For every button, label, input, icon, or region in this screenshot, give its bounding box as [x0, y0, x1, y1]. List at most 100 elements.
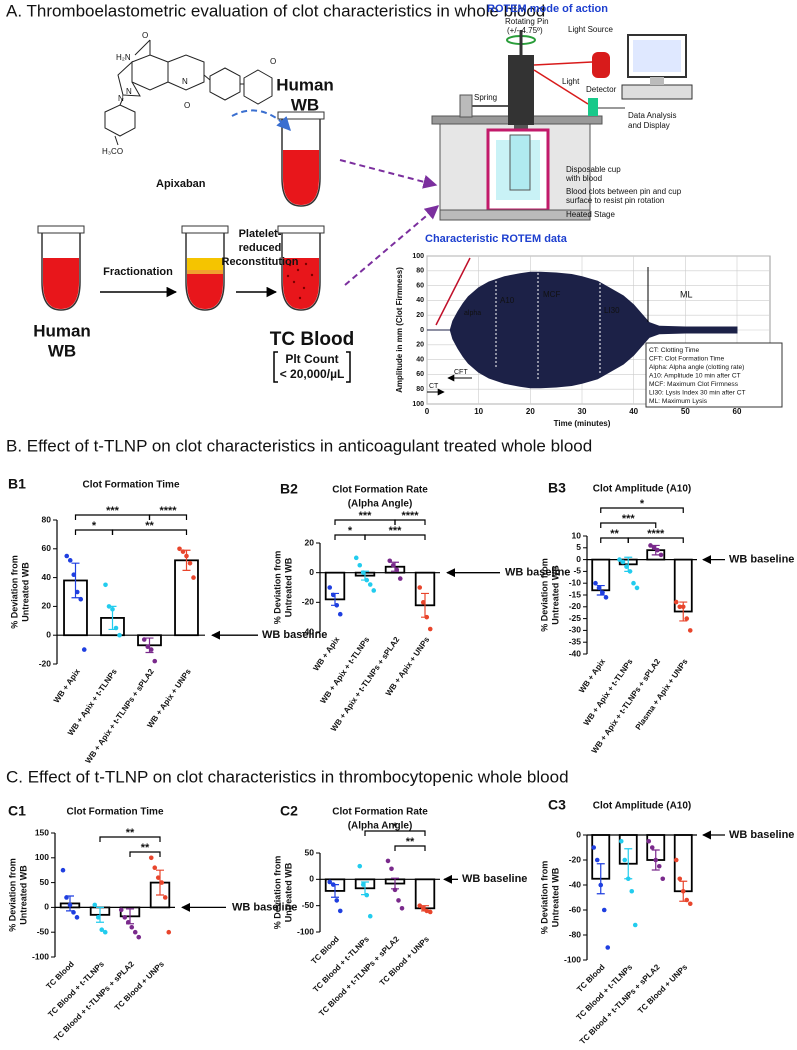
bar-panel: C2 Clot Formation Rate (Alpha Angle) % Devi… — [272, 803, 527, 1019]
data-point — [620, 559, 626, 565]
significance-bracket — [600, 522, 657, 528]
significance-bracket — [394, 845, 426, 851]
legend-line: A10: Amplitude 10 min after CT — [649, 372, 741, 379]
chart-title: Clot Amplitude (A10) — [593, 484, 692, 495]
data-point — [687, 628, 693, 633]
y-tick-label: 20 — [416, 312, 424, 319]
y-tick-label: 50 — [305, 847, 315, 857]
data-point — [603, 595, 609, 600]
sample-label: WB — [48, 341, 76, 360]
data-point — [618, 838, 624, 844]
y-tick-label: 0 — [44, 902, 49, 912]
data-point — [389, 866, 394, 872]
data-point — [687, 901, 693, 907]
chem-label: N — [118, 94, 124, 103]
data-point — [424, 908, 430, 914]
data-point — [427, 626, 433, 632]
data-point — [632, 922, 638, 928]
chem-label: N — [182, 77, 188, 86]
y-tick-label: -25 — [569, 613, 582, 623]
significance-label: * — [640, 498, 645, 510]
y-tick-label: -35 — [569, 636, 582, 646]
data-point — [605, 945, 611, 950]
significance-bracket — [99, 836, 161, 842]
baseline-label: WB baseline — [505, 567, 570, 579]
bar — [174, 559, 199, 637]
curve-lower — [427, 329, 738, 389]
data-point — [132, 929, 138, 935]
bar-panel: B2 Clot Formation Rate (Alpha Angle) % Devi… — [272, 481, 570, 733]
data-point — [67, 902, 73, 908]
y-axis-label: % Deviation from — [9, 555, 19, 629]
y-tick-label: -10 — [569, 577, 582, 587]
x-tick-label: 10 — [474, 407, 483, 416]
data-point — [327, 879, 333, 885]
data-point — [74, 915, 80, 920]
data-point — [653, 857, 659, 863]
y-tick-label: -20 — [569, 854, 582, 864]
baseline-label: WB baseline — [729, 554, 794, 566]
x-tick-label: WB + Apix + t-TLNPs — [582, 657, 635, 728]
chem-label: O — [184, 101, 190, 110]
y-axis-label: Untreated WB — [283, 862, 293, 922]
chart-title: Clot Amplitude (A10) — [593, 801, 692, 812]
data-point — [420, 600, 426, 605]
rotem-device — [431, 30, 693, 221]
x-tick-label: TC Blood + t-TLNPs — [311, 934, 371, 994]
data-point — [394, 567, 400, 572]
data-point — [334, 603, 340, 608]
y-tick-label: 80 — [42, 514, 52, 524]
significance-bracket — [111, 529, 188, 535]
data-point — [67, 558, 73, 563]
chem-label: O — [270, 57, 276, 66]
data-point — [71, 910, 76, 915]
chart-title: Characteristic ROTEM data — [425, 233, 568, 245]
legend-line: LI30: Lysis Index 30 min after CT — [649, 389, 746, 396]
data-point — [600, 590, 605, 595]
x-tick-label: Plasma + Apix + UNPs — [634, 657, 690, 732]
chem-label: H₃CO — [102, 147, 123, 156]
annotation: alpha — [464, 310, 481, 317]
legend-line: CT: Clotting Time — [649, 347, 700, 354]
sample-label: Human — [276, 75, 334, 94]
panel-subtitle: ROTEM mode of action — [487, 3, 608, 15]
data-point — [427, 909, 433, 915]
rotem-annotations: alpha A10 MCF LI30 ML CT CFT CT: Clottin… — [427, 257, 783, 408]
data-point — [129, 924, 135, 930]
x-tick-label: WB + Apix — [577, 657, 607, 695]
x-tick-label: TC Blood + t-TLNPs — [46, 959, 106, 1019]
bar-panels: B1 Clot Formation Time% Deviation from Unt… — [7, 476, 794, 1047]
y-tick-label: 40 — [42, 572, 52, 582]
device-label: with blood — [565, 174, 602, 183]
significance-label: **** — [647, 528, 665, 540]
significance-label: * — [393, 821, 398, 833]
device-label: and Display — [628, 121, 670, 130]
data-point — [684, 616, 690, 621]
data-point — [64, 895, 69, 900]
data-point — [392, 887, 398, 893]
data-point — [92, 902, 98, 908]
data-point — [334, 898, 340, 903]
sample-label: Human — [33, 321, 91, 340]
chem-label: H₂N — [116, 53, 131, 62]
baseline-label: WB baseline — [462, 873, 527, 885]
error-bar — [96, 906, 104, 923]
data-point — [95, 915, 101, 920]
data-point — [658, 552, 664, 558]
data-point — [141, 637, 147, 642]
x-tick-label: TC Blood — [44, 959, 76, 991]
data-point — [64, 553, 70, 559]
data-point — [118, 907, 124, 913]
y-tick-label: 60 — [416, 371, 424, 378]
y-tick-label: 80 — [416, 268, 424, 275]
data-point — [330, 882, 336, 887]
data-point — [191, 575, 196, 580]
data-point — [71, 572, 77, 578]
y-tick-label: 10 — [572, 530, 582, 540]
significance-bracket — [394, 519, 426, 525]
x-tick-label: 20 — [526, 407, 535, 416]
data-point — [357, 562, 363, 568]
data-point — [660, 876, 666, 882]
arrow — [344, 205, 440, 286]
